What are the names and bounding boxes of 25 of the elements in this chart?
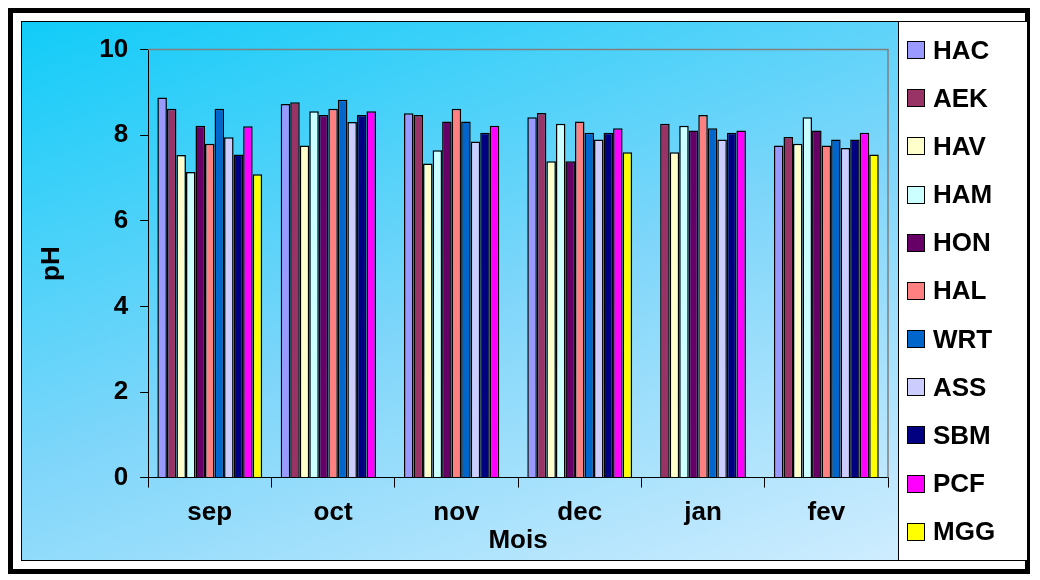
x-tick-label: fev [807, 496, 846, 527]
y-tick-label: 0 [113, 460, 129, 491]
x-tick-label: dec [557, 496, 603, 527]
legend-label: HON [933, 227, 991, 259]
x-tick-label: oct [313, 496, 353, 527]
x-tick-label: nov [433, 496, 481, 527]
y-tick-label: 2 [113, 375, 129, 406]
y-tick-label: 6 [113, 203, 129, 234]
legend-label: HAC [933, 34, 990, 66]
legend-label: WRT [933, 323, 993, 355]
x-tick-label: jan [683, 496, 722, 527]
x-axis-title: Mois [488, 523, 548, 554]
legend-label: MGG [933, 516, 996, 548]
y-axis-title: pH [34, 246, 65, 281]
y-tick-label: 10 [99, 32, 129, 63]
legend-label: PCF [933, 468, 985, 500]
legend-label: HAL [933, 275, 987, 307]
y-tick-label: 8 [113, 118, 129, 149]
legend-label: ASS [933, 371, 987, 403]
legend-label: HAV [933, 130, 986, 162]
legend-label: AEK [933, 82, 988, 114]
x-tick-label: sep [187, 496, 233, 527]
legend-label: HAM [933, 179, 993, 211]
y-tick-label: 4 [113, 289, 129, 320]
legend-label: SBM [933, 419, 991, 451]
